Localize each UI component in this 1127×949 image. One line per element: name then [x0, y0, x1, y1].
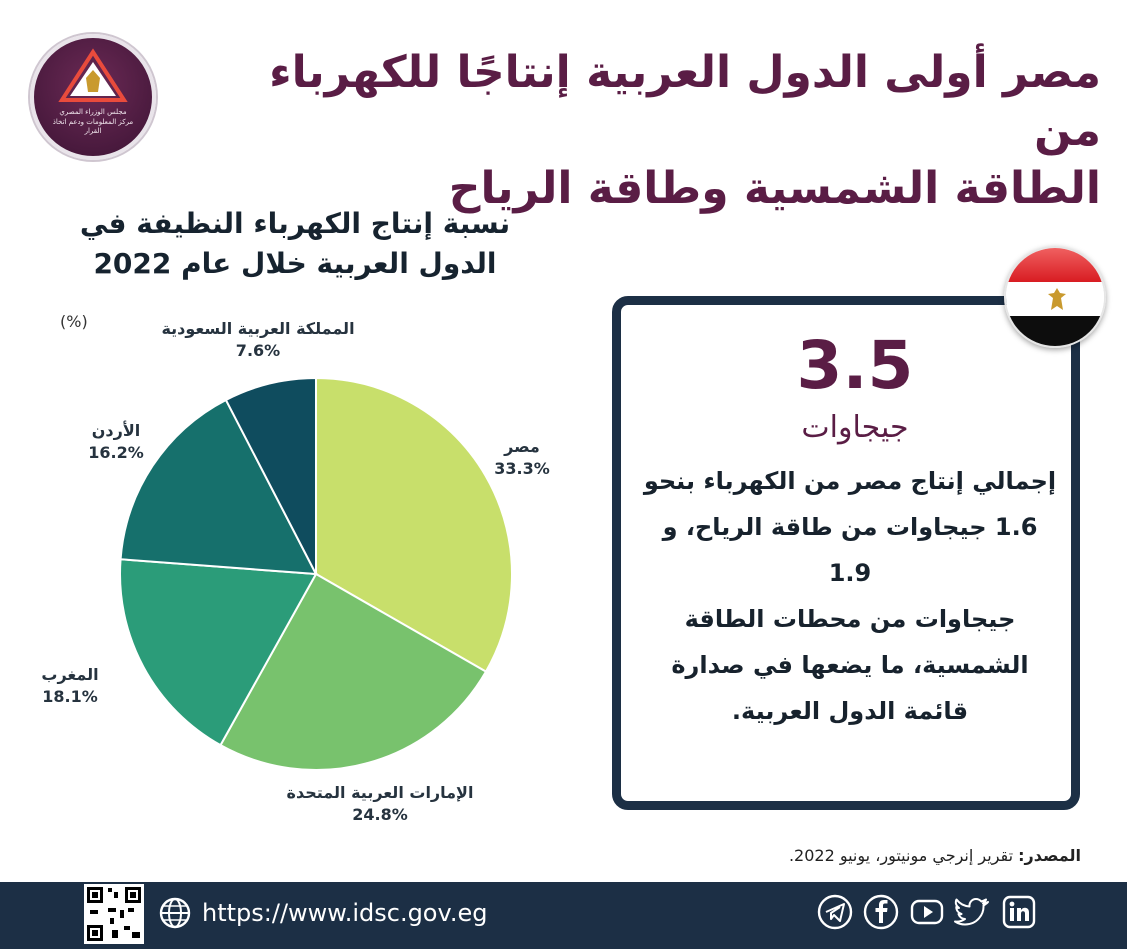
linkedin-icon[interactable]: [1000, 893, 1038, 931]
idsc-logo: مجلس الوزراء المصري مركز المعلومات ودعم …: [30, 34, 156, 160]
pie-slice: [315, 376, 514, 674]
slice-label: المملكة العربية السعودية 7.6%: [161, 318, 354, 362]
facebook-icon[interactable]: [862, 893, 900, 931]
pie-slice: [224, 376, 317, 575]
total-capacity-value: 3.5: [796, 327, 914, 404]
page-headline: مصر أولى الدول العربية إنتاجًا للكهرباء …: [201, 44, 1101, 218]
slice-label-value: 18.1%: [42, 687, 98, 706]
slice-label-name: مصر: [504, 437, 540, 456]
description-line: قائمة الدول العربية.: [731, 697, 969, 725]
total-capacity-unit: جيجاوات: [801, 410, 909, 445]
description-line: 1.6 جيجاوات من طاقة الرياح، و 1.9: [662, 513, 1038, 587]
telegram-icon[interactable]: [816, 893, 854, 931]
chart-title: نسبة إنتاج الكهرباء النظيفة في الدول الع…: [60, 204, 530, 284]
slice-label: مصر 33.3%: [494, 436, 550, 480]
slice-label: الإمارات العربية المتحدة 24.8%: [287, 782, 474, 826]
info-card: [612, 296, 1080, 810]
source-text: تقرير إنرجي مونيتور، يونيو 2022.: [788, 846, 1019, 865]
egypt-flag-icon: [1004, 246, 1106, 348]
headline-line2: الطاقة الشمسية وطاقة الرياح: [448, 163, 1101, 214]
pie-slice: [119, 558, 318, 747]
slice-label-value: 33.3%: [494, 459, 550, 478]
slice-label: الأردن 16.2%: [88, 420, 144, 464]
headline-line1: مصر أولى الدول العربية إنتاجًا للكهرباء …: [269, 47, 1101, 156]
description-line: جيجاوات من محطات الطاقة: [684, 605, 1016, 633]
logo-text-line2: مركز المعلومات ودعم اتخاذ القرار: [52, 118, 134, 135]
pyramid-emblem-icon: [58, 48, 128, 102]
description-line: إجمالي إنتاج مصر من الكهرباء بنحو: [643, 467, 1057, 495]
pie-slice: [219, 572, 488, 771]
slice-label-value: 24.8%: [352, 805, 408, 824]
slice-label: المغرب 18.1%: [41, 664, 98, 708]
slice-label-value: 7.6%: [235, 341, 281, 360]
twitter-icon[interactable]: [954, 893, 992, 931]
source-note: المصدر: تقرير إنرجي مونيتور، يونيو 2022.: [789, 846, 1081, 865]
slice-label-name: المملكة العربية السعودية: [161, 319, 355, 338]
chart-unit-label: (%): [60, 312, 88, 331]
globe-icon: [159, 897, 191, 929]
slice-label-name: الإمارات العربية المتحدة: [286, 783, 474, 802]
chart-title-line1: نسبة إنتاج الكهرباء النظيفة في: [79, 207, 511, 240]
slice-label-name: الأردن: [91, 421, 141, 440]
slice-label-name: المغرب: [41, 665, 99, 684]
youtube-icon[interactable]: [908, 893, 946, 931]
slice-label-value: 16.2%: [88, 443, 144, 462]
description-line: الشمسية، ما يضعها في صدارة: [671, 651, 1029, 679]
qr-code-icon[interactable]: [84, 884, 144, 944]
card-description: إجمالي إنتاج مصر من الكهرباء بنحو 1.6 جي…: [640, 458, 1060, 734]
chart-title-line2: الدول العربية خلال عام 2022: [93, 247, 497, 280]
logo-text-line1: مجلس الوزراء المصري: [59, 108, 127, 116]
pie-slice: [119, 398, 318, 576]
website-link[interactable]: https://www.idsc.gov.eg: [202, 899, 488, 927]
source-label: المصدر:: [1018, 846, 1081, 865]
